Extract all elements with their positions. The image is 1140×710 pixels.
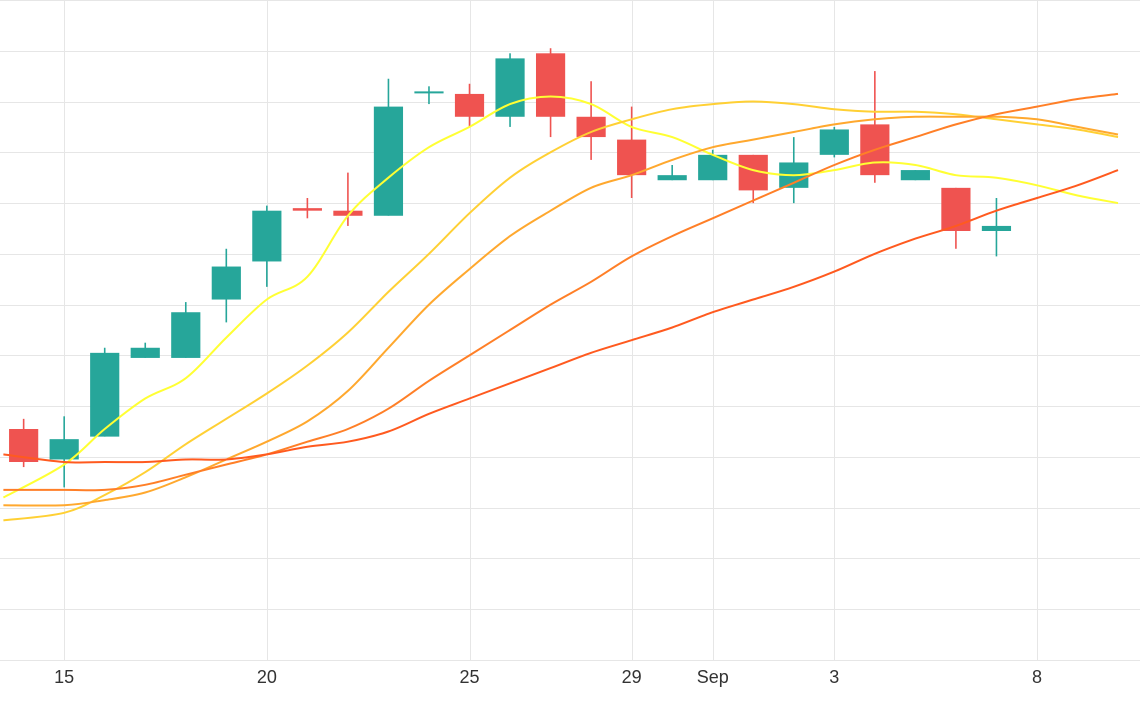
candle-body (333, 210, 363, 216)
candle-body (657, 175, 687, 181)
candle-increasing (495, 53, 525, 127)
candle-decreasing (860, 71, 890, 183)
candle-body (819, 129, 849, 155)
candles (9, 48, 1012, 488)
candle-body (981, 225, 1012, 231)
candle-body (576, 116, 606, 138)
candle-decreasing (576, 81, 606, 160)
candle-increasing (211, 248, 241, 323)
candle-body (292, 208, 322, 211)
candle-body (211, 266, 241, 300)
moving-average-line-1 (2, 95, 1119, 499)
moving-average-line-5 (3, 169, 1119, 464)
candle-body (90, 352, 120, 437)
candle-increasing (414, 86, 444, 105)
x-tick-label: Sep (697, 667, 729, 687)
x-tick-label: 20 (257, 667, 277, 687)
candle-body (130, 347, 160, 358)
candle-decreasing (333, 172, 363, 226)
moving-average-line-2 (3, 100, 1119, 522)
candle-body (495, 58, 525, 117)
candle-body (900, 170, 930, 181)
candle-body (252, 210, 282, 262)
candle-increasing (252, 205, 282, 287)
candle-body (454, 93, 485, 117)
moving-average-line-4 (3, 92, 1119, 492)
x-tick-label: 25 (459, 667, 479, 687)
candle-increasing (130, 342, 160, 358)
candle-body (941, 187, 971, 231)
x-axis: 15 20 25 29 Sep 3 8 (54, 667, 1042, 687)
x-tick-label: 29 (622, 667, 642, 687)
candle-decreasing (292, 198, 322, 219)
candle-increasing (657, 165, 687, 181)
moving-average-lines (2, 92, 1119, 522)
candle-decreasing (535, 48, 566, 138)
x-tick-label: 8 (1032, 667, 1042, 687)
candle-body (49, 439, 79, 460)
x-tick-label: 15 (54, 667, 74, 687)
candle-body (373, 106, 404, 216)
candle-increasing (90, 347, 120, 437)
candle-body (617, 139, 647, 176)
gridlines (0, 0, 1140, 661)
candle-increasing (900, 170, 930, 181)
candle-decreasing (9, 418, 39, 468)
candle-increasing (373, 78, 404, 216)
candle-decreasing (941, 187, 971, 249)
candle-decreasing (617, 106, 647, 198)
candle-decreasing (454, 83, 485, 127)
candle-increasing (49, 416, 79, 488)
candle-body (171, 312, 201, 358)
x-tick-label: 3 (829, 667, 839, 687)
candle-increasing (779, 137, 809, 204)
candle-increasing (819, 126, 849, 158)
candle-increasing (171, 302, 201, 358)
candle-increasing (981, 198, 1012, 257)
candle-body (535, 53, 566, 117)
candle-body (414, 91, 444, 94)
moving-average-line-3 (3, 115, 1119, 507)
